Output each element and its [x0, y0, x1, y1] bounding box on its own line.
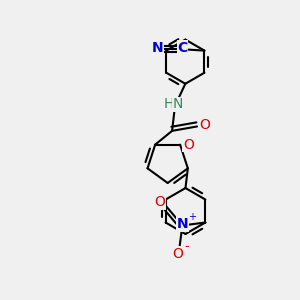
- Text: O: O: [199, 118, 210, 132]
- Text: +: +: [188, 212, 196, 222]
- Text: N: N: [152, 41, 163, 55]
- Text: O: O: [154, 195, 165, 209]
- Text: N: N: [173, 98, 183, 111]
- Text: O: O: [172, 247, 183, 261]
- Text: H: H: [164, 98, 174, 111]
- Text: N: N: [177, 217, 188, 231]
- Text: -: -: [185, 241, 189, 254]
- Text: C: C: [177, 41, 188, 55]
- Text: O: O: [183, 138, 194, 152]
